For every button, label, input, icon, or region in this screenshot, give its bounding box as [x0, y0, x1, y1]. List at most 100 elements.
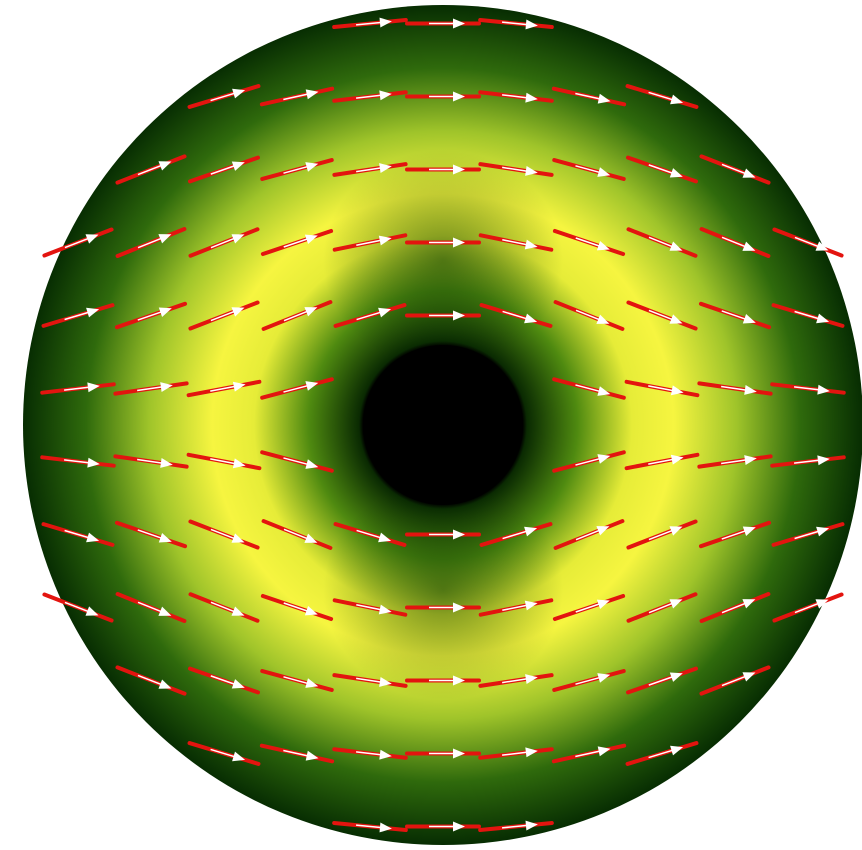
- arrow-head: [379, 17, 392, 28]
- shade-bottom: [323, 480, 563, 700]
- arrow-head: [597, 746, 611, 757]
- arrow-head: [453, 237, 465, 248]
- arrow-head: [816, 526, 830, 537]
- arrow-core: [721, 236, 749, 249]
- arrow-core: [648, 164, 676, 175]
- arrow-head: [742, 599, 756, 609]
- arrow-core: [794, 601, 822, 614]
- arrow-head: [525, 820, 538, 831]
- arrow-core: [356, 166, 384, 173]
- arrow-head: [669, 599, 683, 609]
- arrow-head: [742, 526, 756, 536]
- arrow-head: [158, 307, 172, 317]
- arrow-core: [575, 676, 603, 685]
- arrow-head: [379, 163, 392, 173]
- arrow-head: [305, 381, 319, 391]
- arrow-head: [305, 678, 319, 688]
- arrow-head: [304, 606, 318, 616]
- arrow-head: [525, 92, 538, 103]
- arrow-head: [669, 672, 683, 682]
- arrow-head: [305, 459, 319, 469]
- arrow-core: [137, 458, 165, 465]
- arrow-head: [524, 600, 538, 611]
- arrow-head: [232, 381, 246, 392]
- arrow-core: [502, 94, 530, 99]
- arrow-head: [453, 529, 465, 540]
- arrow-core: [210, 164, 238, 175]
- arrow-core: [356, 677, 384, 684]
- arrow-head: [817, 384, 830, 395]
- arrow-head: [669, 526, 683, 536]
- arrow-head: [86, 307, 100, 318]
- arrow-core: [137, 601, 165, 614]
- arrow-head: [453, 91, 465, 102]
- arrow-head: [596, 526, 610, 536]
- arrow-head: [453, 675, 465, 686]
- arrow-core: [64, 236, 92, 249]
- arrow-head: [453, 602, 465, 613]
- arrow-head: [597, 454, 611, 464]
- arrow-core: [137, 163, 165, 176]
- arrow-head: [379, 822, 392, 833]
- arrow-head: [453, 748, 465, 759]
- arrow-head: [670, 745, 684, 756]
- arrow-core: [283, 602, 311, 613]
- arrow-head: [525, 166, 538, 176]
- arrow-head: [158, 533, 172, 543]
- arrow-core: [575, 92, 603, 101]
- arrow-head: [524, 313, 538, 324]
- arrow-core: [648, 236, 676, 249]
- arrow-head: [596, 599, 610, 609]
- arrow-head: [232, 458, 246, 469]
- arrow-core: [210, 309, 238, 322]
- arrow-core: [356, 603, 384, 612]
- arrow-core: [502, 751, 530, 756]
- arrow-head: [525, 747, 538, 758]
- arrow-core: [648, 748, 676, 759]
- arrow-core: [283, 237, 311, 248]
- arrow-core: [64, 310, 92, 321]
- arrow-core: [648, 91, 676, 102]
- arrow-head: [304, 307, 318, 317]
- arrow-core: [721, 163, 749, 176]
- arrow-core: [794, 459, 822, 464]
- arrow-core: [283, 92, 311, 101]
- arrow-head: [231, 533, 245, 543]
- arrow-head: [305, 89, 319, 100]
- inner-hole: [363, 345, 523, 505]
- arrow-head: [670, 385, 684, 396]
- arrow-head: [231, 679, 245, 689]
- arrow-core: [794, 310, 822, 321]
- arrow-core: [210, 601, 238, 614]
- arrow-head: [669, 168, 683, 178]
- arrow-core: [502, 603, 530, 612]
- arrow-head: [669, 314, 683, 324]
- arrow-core: [283, 384, 311, 393]
- arrow-head: [815, 599, 829, 609]
- arrow-head: [670, 454, 684, 465]
- arrow-core: [794, 529, 822, 540]
- arrow-core: [502, 310, 530, 321]
- arrow-field: [40, 17, 846, 833]
- arrow-head: [525, 19, 538, 30]
- arrow-core: [794, 236, 822, 249]
- arrow-head: [742, 241, 756, 251]
- arrow-core: [64, 601, 92, 614]
- arrow-core: [355, 21, 385, 26]
- arrow-core: [648, 309, 676, 322]
- arrow-core: [648, 385, 676, 392]
- arrow-core: [64, 386, 92, 391]
- arrow-core: [356, 310, 384, 321]
- arrow-head: [304, 234, 318, 244]
- arrow-core: [502, 166, 530, 173]
- arrow-head: [744, 455, 757, 465]
- shade-top: [323, 150, 563, 370]
- arrow-core: [721, 674, 749, 687]
- arrow-core: [575, 528, 603, 541]
- arrow-head: [87, 457, 100, 468]
- arrow-head: [453, 310, 465, 321]
- arrow-head: [85, 234, 99, 244]
- arrow-head: [231, 234, 245, 244]
- arrow-core: [210, 748, 238, 759]
